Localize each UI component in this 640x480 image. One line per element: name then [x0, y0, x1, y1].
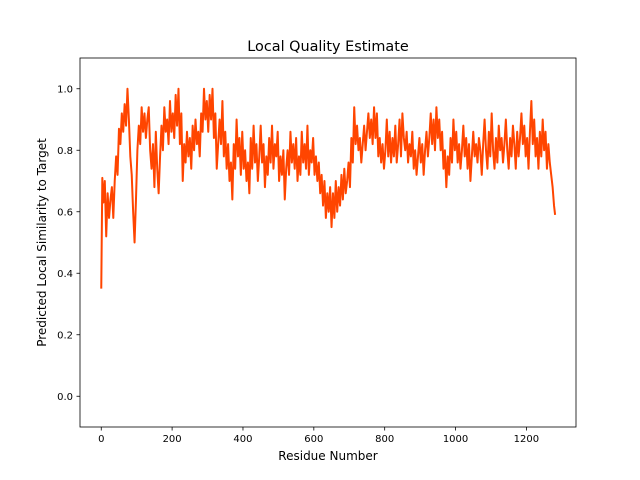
x-tick-label: 0 — [98, 434, 104, 445]
plot-area — [100, 87, 557, 289]
y-tick-label: 0.6 — [57, 207, 73, 218]
y-axis-label: Predicted Local Similarity to Target — [35, 138, 49, 347]
x-tick-label: 200 — [163, 434, 182, 445]
x-tick-label: 800 — [375, 434, 394, 445]
y-tick-label: 1.0 — [57, 84, 73, 95]
y-tick-label: 0.0 — [57, 392, 73, 403]
axes-frame — [79, 57, 577, 428]
y-tick-label: 0.4 — [57, 269, 73, 280]
y-tick-label: 0.8 — [57, 146, 73, 157]
x-tick-label: 1000 — [443, 434, 468, 445]
chart-title: Local Quality Estimate — [247, 39, 409, 55]
x-tick-label: 400 — [233, 434, 252, 445]
series-line — [100, 87, 557, 289]
y-axis-ticks: 0.0 0.2 0.4 0.6 0.8 1.0 — [57, 84, 80, 403]
x-tick-label: 600 — [304, 434, 323, 445]
x-axis-label: Residue Number — [278, 449, 377, 463]
y-tick-label: 0.2 — [57, 330, 73, 341]
x-tick-label: 1200 — [514, 434, 539, 445]
x-axis-ticks: 0 200 400 600 800 1000 1200 — [98, 427, 539, 445]
